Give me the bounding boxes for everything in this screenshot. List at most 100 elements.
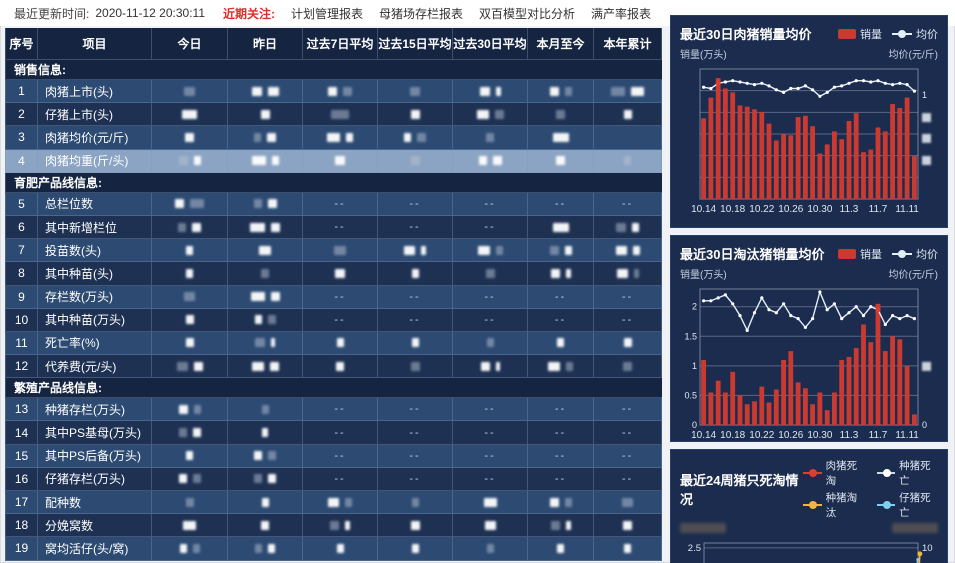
price-point[interactable]: [861, 314, 866, 318]
bar[interactable]: [839, 360, 845, 425]
bar[interactable]: [752, 401, 757, 425]
price-point[interactable]: [811, 88, 815, 92]
table-row-19[interactable]: 19 窝均活仔(头/窝): [5, 537, 662, 561]
bar[interactable]: [810, 404, 815, 425]
chart-canvas[interactable]: 2.510281.56: [680, 535, 938, 563]
price-point[interactable]: [883, 322, 887, 327]
price-point[interactable]: [840, 317, 844, 321]
nav-link-full-capacity-report[interactable]: 满产率报表: [591, 6, 652, 21]
chart-canvas[interactable]: 10.14 10.18 10.22 10.26 10.30 11.3 11.7 11.11 2 1…: [680, 283, 938, 441]
price-point[interactable]: [745, 328, 749, 332]
price-point[interactable]: [767, 84, 771, 88]
bar[interactable]: [730, 92, 736, 199]
bar[interactable]: [890, 104, 895, 199]
bar[interactable]: [875, 303, 881, 425]
bar[interactable]: [817, 392, 823, 426]
bar[interactable]: [875, 127, 881, 200]
bar[interactable]: [701, 118, 706, 199]
bar[interactable]: [752, 109, 757, 199]
price-point[interactable]: [723, 293, 727, 297]
bar[interactable]: [882, 351, 888, 425]
price-point[interactable]: [869, 80, 873, 84]
bar[interactable]: [723, 88, 728, 200]
price-point[interactable]: [709, 86, 713, 91]
price-point[interactable]: [731, 79, 735, 83]
price-point[interactable]: [811, 317, 815, 321]
price-point[interactable]: [912, 89, 916, 93]
price-point[interactable]: [847, 311, 851, 315]
bar[interactable]: [781, 360, 786, 425]
bar[interactable]: [897, 108, 903, 199]
bar[interactable]: [803, 115, 808, 199]
bar[interactable]: [744, 404, 750, 425]
bar[interactable]: [868, 149, 874, 199]
table-row-2[interactable]: 2 仔猪上市(头): [5, 103, 662, 127]
legend-item-均价[interactable]: 均价: [892, 246, 938, 262]
price-point[interactable]: [803, 84, 807, 88]
bar[interactable]: [723, 392, 728, 426]
bar[interactable]: [832, 131, 837, 199]
price-point[interactable]: [847, 81, 851, 85]
bar[interactable]: [803, 388, 808, 425]
bar[interactable]: [839, 139, 845, 199]
bar[interactable]: [708, 97, 714, 199]
max-marker-point[interactable]: [715, 80, 721, 86]
price-point[interactable]: [752, 83, 757, 87]
table-row-10[interactable]: 10 其中种苗(万头) -- -- -- -- --: [5, 308, 662, 332]
price-point[interactable]: [738, 314, 742, 318]
bar[interactable]: [759, 386, 765, 425]
bar[interactable]: [744, 106, 750, 199]
price-point[interactable]: [818, 94, 822, 98]
table-row-5[interactable]: 5 总栏位数 -- -- -- -- --: [5, 192, 662, 216]
table-row-15[interactable]: 15 其中PS后备(万头) -- -- -- -- --: [5, 444, 662, 468]
bar[interactable]: [868, 342, 874, 425]
table-row-1[interactable]: 1 肉猪上市(头): [5, 80, 662, 104]
legend-item-肉猪死淘[interactable]: 肉猪死淘: [803, 458, 864, 488]
bar[interactable]: [853, 348, 859, 425]
price-point[interactable]: [898, 81, 902, 85]
bar[interactable]: [824, 410, 830, 425]
table-row-4[interactable]: 4 肉猪均重(斤/头): [5, 149, 662, 173]
bar[interactable]: [912, 414, 917, 425]
price-point[interactable]: [716, 296, 720, 300]
price-point[interactable]: [782, 90, 786, 94]
nav-link-plan-report[interactable]: 计划管理报表: [291, 6, 364, 21]
legend-item-种猪淘汰[interactable]: 种猪淘汰: [803, 490, 864, 520]
price-point[interactable]: [774, 311, 778, 315]
price-point[interactable]: [803, 325, 807, 329]
price-point[interactable]: [702, 85, 706, 89]
bar[interactable]: [853, 113, 859, 199]
bar[interactable]: [737, 105, 743, 199]
table-row-14[interactable]: 14 其中PS基母(万头) -- -- -- -- --: [5, 421, 662, 445]
price-point[interactable]: [796, 86, 800, 91]
bar[interactable]: [861, 152, 866, 199]
price-point[interactable]: [883, 81, 887, 85]
bar[interactable]: [912, 156, 917, 199]
bar[interactable]: [737, 395, 743, 425]
bar[interactable]: [861, 324, 866, 426]
price-point[interactable]: [898, 317, 902, 321]
bar[interactable]: [773, 140, 779, 200]
bar[interactable]: [708, 392, 714, 426]
price-point[interactable]: [782, 302, 786, 306]
table-row-12[interactable]: 12 代养费(元/头): [5, 355, 662, 379]
price-point[interactable]: [767, 308, 771, 312]
table-row-3[interactable]: 3 肉猪均价(元/斤): [5, 126, 662, 150]
bar[interactable]: [846, 121, 852, 199]
price-point[interactable]: [876, 79, 880, 83]
bar[interactable]: [810, 126, 815, 199]
price-point[interactable]: [912, 317, 916, 321]
bar[interactable]: [824, 144, 830, 199]
bar[interactable]: [904, 365, 910, 425]
price-point[interactable]: [702, 299, 706, 303]
table-row-6[interactable]: 6 其中新增栏位 -- -- --: [5, 215, 662, 240]
price-point[interactable]: [789, 86, 793, 91]
bar[interactable]: [897, 339, 903, 425]
bar[interactable]: [846, 357, 852, 425]
bar[interactable]: [832, 392, 837, 426]
price-point[interactable]: [752, 311, 757, 315]
price-point[interactable]: [796, 317, 800, 321]
legend-item-种猪死亡[interactable]: 种猪死亡: [876, 458, 938, 488]
price-point[interactable]: [760, 296, 764, 300]
bar[interactable]: [882, 131, 888, 199]
